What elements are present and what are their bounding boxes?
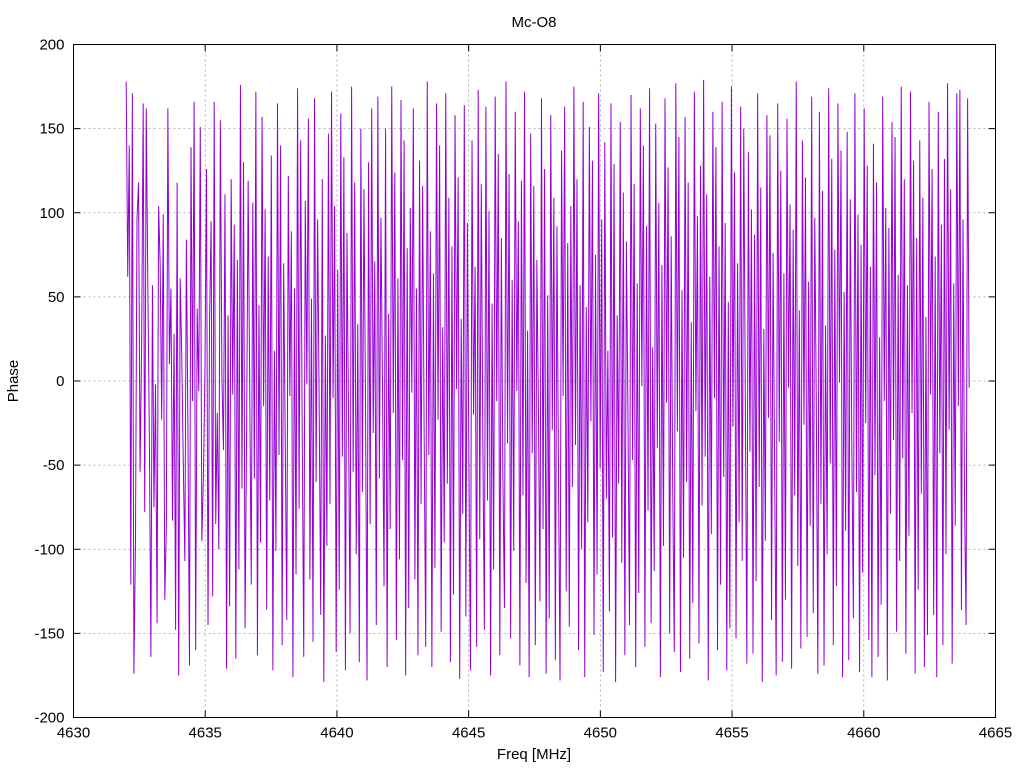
y-tick-labels: -200 -150 -100 -50 0 50 100 150 200	[34, 37, 64, 727]
y-tick-label: -50	[43, 457, 65, 474]
x-tick-label: 4655	[715, 725, 748, 742]
x-tick-label: 4645	[452, 725, 485, 742]
y-axis-label: Phase	[5, 360, 22, 403]
y-tick-label: 100	[39, 205, 64, 222]
chart-title: Mc-O8	[512, 14, 557, 31]
x-tick-label: 4640	[320, 725, 353, 742]
y-tick-label: -100	[34, 541, 64, 558]
x-axis-label: Freq [MHz]	[497, 746, 571, 763]
y-tick-label: -150	[34, 625, 64, 642]
y-tick-label: 200	[39, 37, 64, 54]
x-tick-label: 4635	[189, 725, 222, 742]
y-tick-label: 50	[48, 289, 65, 306]
x-tick-label: 4650	[584, 725, 617, 742]
y-tick-label: -200	[34, 710, 64, 727]
x-tick-labels: 4630 4635 4640 4645 4650 4655 4660 4665	[57, 725, 1012, 742]
series-layer	[125, 79, 970, 683]
x-tick-label: 4630	[57, 725, 90, 742]
phase-series-line	[125, 79, 970, 683]
y-tick-label: 0	[56, 373, 64, 390]
x-tick-label: 4660	[847, 725, 880, 742]
x-tick-label: 4665	[979, 725, 1012, 742]
axis-ticks	[73, 44, 996, 718]
y-tick-label: 150	[39, 121, 64, 138]
